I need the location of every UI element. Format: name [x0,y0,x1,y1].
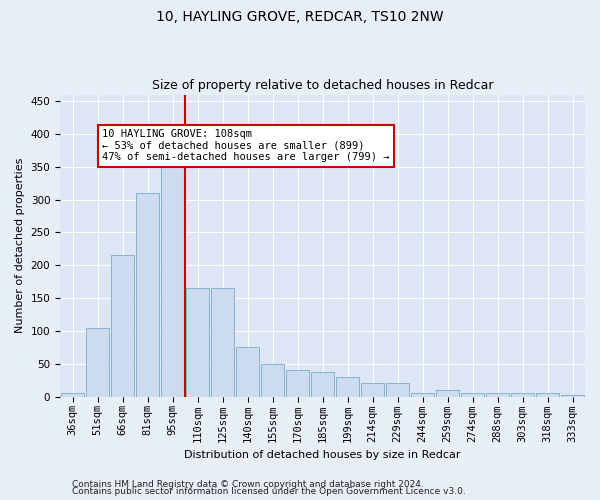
Bar [236,348,259,397]
Bar [511,393,535,396]
Title: Size of property relative to detached houses in Redcar: Size of property relative to detached ho… [152,79,493,92]
Bar [86,328,109,396]
X-axis label: Distribution of detached houses by size in Redcar: Distribution of detached houses by size … [184,450,461,460]
Bar [286,370,310,396]
Bar [361,384,385,396]
Bar [61,393,85,396]
Text: 10 HAYLING GROVE: 108sqm
← 53% of detached houses are smaller (899)
47% of semi-: 10 HAYLING GROVE: 108sqm ← 53% of detach… [102,130,389,162]
Bar [161,167,184,396]
Bar [311,372,334,396]
Bar [461,393,484,396]
Text: Contains HM Land Registry data © Crown copyright and database right 2024.: Contains HM Land Registry data © Crown c… [72,480,424,489]
Bar [211,288,235,397]
Text: 10, HAYLING GROVE, REDCAR, TS10 2NW: 10, HAYLING GROVE, REDCAR, TS10 2NW [156,10,444,24]
Bar [560,394,584,396]
Bar [410,393,434,396]
Bar [436,390,460,396]
Bar [335,377,359,396]
Bar [185,288,209,397]
Bar [110,256,134,396]
Bar [536,393,559,396]
Bar [136,193,160,396]
Bar [386,384,409,396]
Bar [485,393,509,396]
Bar [260,364,284,396]
Text: Contains public sector information licensed under the Open Government Licence v3: Contains public sector information licen… [72,487,466,496]
Y-axis label: Number of detached properties: Number of detached properties [15,158,25,333]
